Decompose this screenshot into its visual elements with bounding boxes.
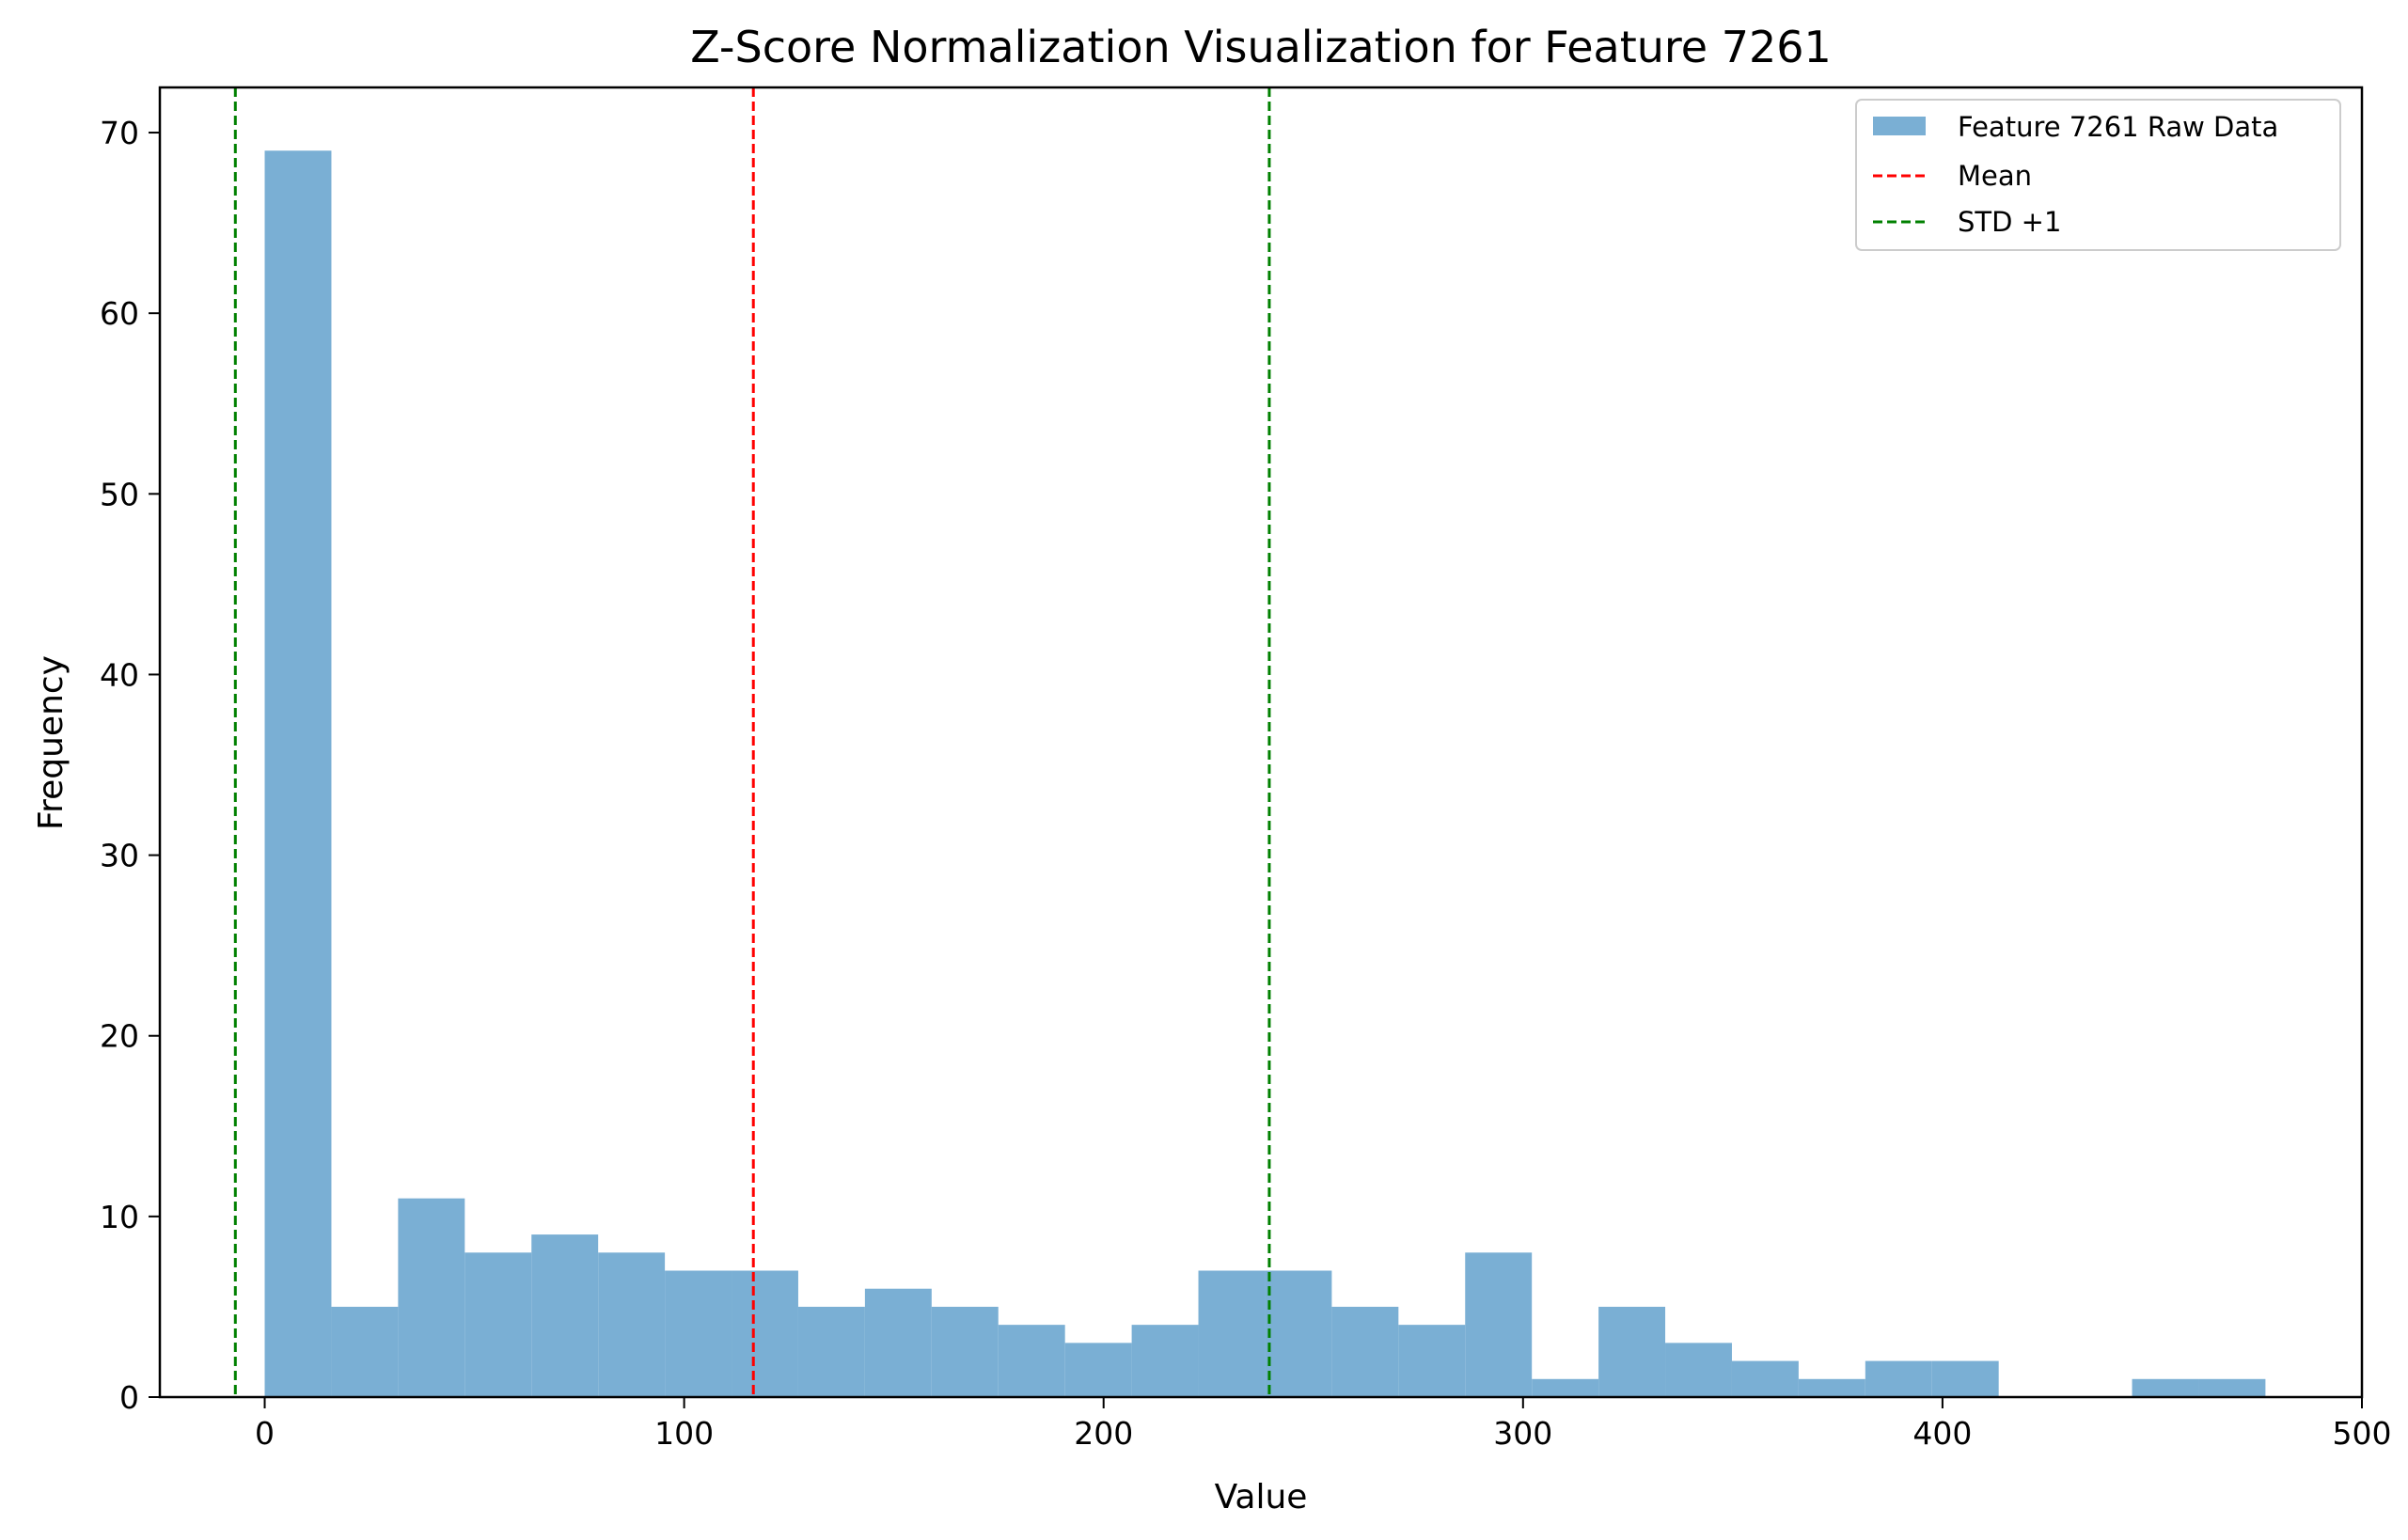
x-tick-label: 400 [1912, 1415, 1972, 1452]
y-tick-label: 70 [100, 115, 139, 151]
histogram-bar [1931, 1360, 1999, 1397]
histogram-bar [531, 1234, 599, 1397]
legend-label-mean: Mean [1958, 160, 2032, 192]
y-tick-label: 20 [100, 1018, 139, 1055]
histogram-bar [398, 1198, 465, 1397]
histogram-bar [464, 1252, 532, 1397]
chart-title: Z-Score Normalization Visualization for … [690, 22, 1832, 72]
histogram-bar [1331, 1306, 1399, 1397]
x-tick-label: 500 [2333, 1415, 2392, 1452]
plot-frame [158, 86, 2364, 1399]
legend-label-raw-data: Feature 7261 Raw Data [1958, 111, 2278, 143]
histogram-bar [1398, 1325, 1466, 1397]
histogram-bar [797, 1306, 865, 1397]
histogram-bar [1198, 1270, 1266, 1397]
histogram-bar [732, 1270, 798, 1397]
y-tick-label: 60 [100, 295, 139, 332]
histogram-bars [264, 150, 2266, 1397]
y-axis-ticks: 0 10 20 30 40 50 60 70 [100, 115, 160, 1416]
y-tick-label: 50 [100, 476, 139, 512]
histogram-bar [998, 1325, 1065, 1397]
y-tick-label: 40 [100, 656, 139, 693]
histogram-bar [264, 150, 332, 1397]
histogram-bar [1865, 1360, 1932, 1397]
histogram-bar [1465, 1252, 1533, 1397]
x-tick-label: 200 [1074, 1415, 1133, 1452]
legend-swatch-raw-data [1873, 117, 1926, 135]
histogram-bar [2198, 1378, 2266, 1397]
y-axis-title: Frequency [32, 655, 71, 830]
legend-box [1855, 99, 2341, 251]
histogram-bar [1532, 1378, 1599, 1397]
histogram-bar [1265, 1270, 1332, 1397]
histogram-bar [2132, 1378, 2199, 1397]
histogram-bar [1731, 1360, 1799, 1397]
histogram-bar [1665, 1343, 1732, 1397]
x-tick-label: 0 [255, 1415, 275, 1452]
y-tick-label: 30 [100, 838, 139, 874]
histogram-bar [1131, 1325, 1199, 1397]
histogram-bar [864, 1288, 932, 1397]
histogram-bar [1598, 1306, 1666, 1397]
y-tick-label: 10 [100, 1199, 139, 1235]
histogram-bar [931, 1306, 999, 1397]
x-tick-label: 100 [654, 1415, 714, 1452]
x-axis-title: Value [1215, 1478, 1308, 1516]
histogram-bar [665, 1270, 732, 1397]
histogram-bar [1798, 1378, 1865, 1397]
reference-lines [233, 87, 1271, 1397]
histogram-bar [1064, 1343, 1132, 1397]
legend: Feature 7261 Raw Data Mean STD +1 [1855, 99, 2341, 251]
histogram-bar [598, 1252, 666, 1397]
legend-label-std: STD +1 [1958, 206, 2061, 238]
y-tick-label: 0 [119, 1379, 139, 1416]
x-tick-label: 300 [1493, 1415, 1552, 1452]
x-axis-ticks: 0 100 200 300 400 500 [255, 1397, 2392, 1452]
histogram-bar [331, 1306, 399, 1397]
